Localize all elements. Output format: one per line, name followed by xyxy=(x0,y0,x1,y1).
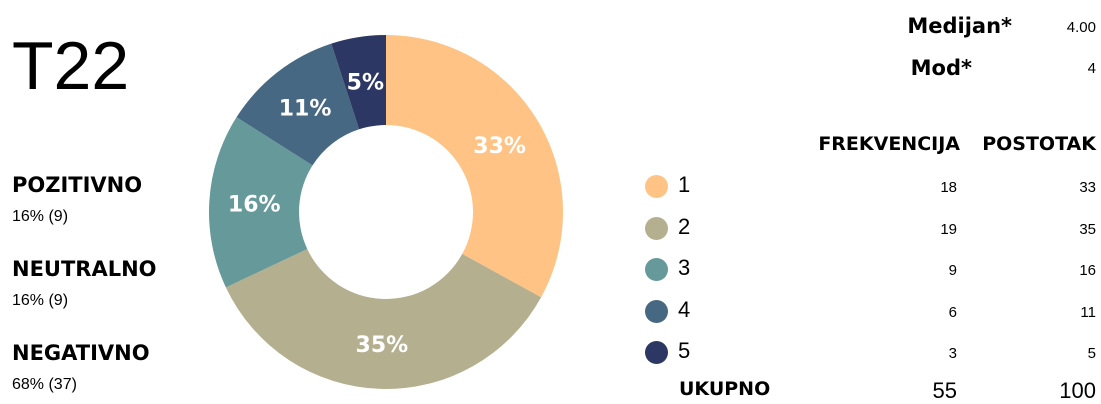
donut-slices xyxy=(209,35,563,389)
median-value: 4.00 xyxy=(1066,19,1096,36)
frequency-cell: 18 xyxy=(940,179,957,196)
median-label: Medijan* xyxy=(907,14,1012,38)
legend-label: 1 xyxy=(678,172,691,197)
page-title: T22 xyxy=(12,28,130,104)
legend-swatch xyxy=(645,341,668,364)
summary-negative-value: 68% (37) xyxy=(12,376,77,393)
summary-neutral-label: NEUTRALNO xyxy=(12,257,157,281)
percent-cell: 5 xyxy=(1087,345,1096,362)
slice-label-2: 35% xyxy=(356,333,409,358)
percent-header: POSTOTAK xyxy=(982,133,1096,155)
legend-swatch xyxy=(645,258,668,281)
donut-slice-1 xyxy=(386,35,563,298)
legend-label: 3 xyxy=(678,255,691,280)
frequency-cell: 19 xyxy=(940,220,957,238)
donut-slice-2 xyxy=(225,249,542,389)
slice-label-1: 33% xyxy=(473,134,526,159)
legend-label: 5 xyxy=(678,338,691,363)
donut-slice-labels: 33% 35% 16% 11% 5% xyxy=(228,71,526,358)
total-frequency: 55 xyxy=(932,378,957,403)
frequency-header: FREKVENCIJA xyxy=(818,133,960,155)
mode-value: 4 xyxy=(1087,60,1096,77)
total-percent: 100 xyxy=(1059,378,1096,403)
percent-cell: 11 xyxy=(1080,303,1096,321)
total-label: UKUPNO xyxy=(679,378,771,400)
legend-swatch xyxy=(645,299,668,323)
summary-negative-label: NEGATIVNO xyxy=(12,341,150,365)
donut-slice-3 xyxy=(209,117,313,288)
donut-slice-5 xyxy=(331,35,386,130)
frequency-cell: 9 xyxy=(948,262,957,279)
summary-neutral-value: 16% (9) xyxy=(12,292,69,309)
mode-label: Mod* xyxy=(910,56,972,80)
summary-positive-value: 16% (9) xyxy=(12,208,69,225)
percent-cell: 16 xyxy=(1079,262,1096,279)
summary-positive-label: POZITIVNO xyxy=(12,173,143,197)
frequency-cell: 3 xyxy=(948,345,957,362)
legend-label: 4 xyxy=(678,296,691,322)
slice-label-5: 5% xyxy=(347,71,384,96)
slice-label-3: 16% xyxy=(228,193,281,218)
percent-cell: 33 xyxy=(1079,179,1096,196)
slice-label-4: 11% xyxy=(279,97,332,122)
frequency-cell: 6 xyxy=(948,303,957,321)
donut-slice-4 xyxy=(236,43,360,166)
legend-swatch xyxy=(645,216,668,240)
percent-cell: 35 xyxy=(1079,220,1096,238)
legend-swatch xyxy=(645,175,668,198)
legend-label: 2 xyxy=(678,213,691,239)
